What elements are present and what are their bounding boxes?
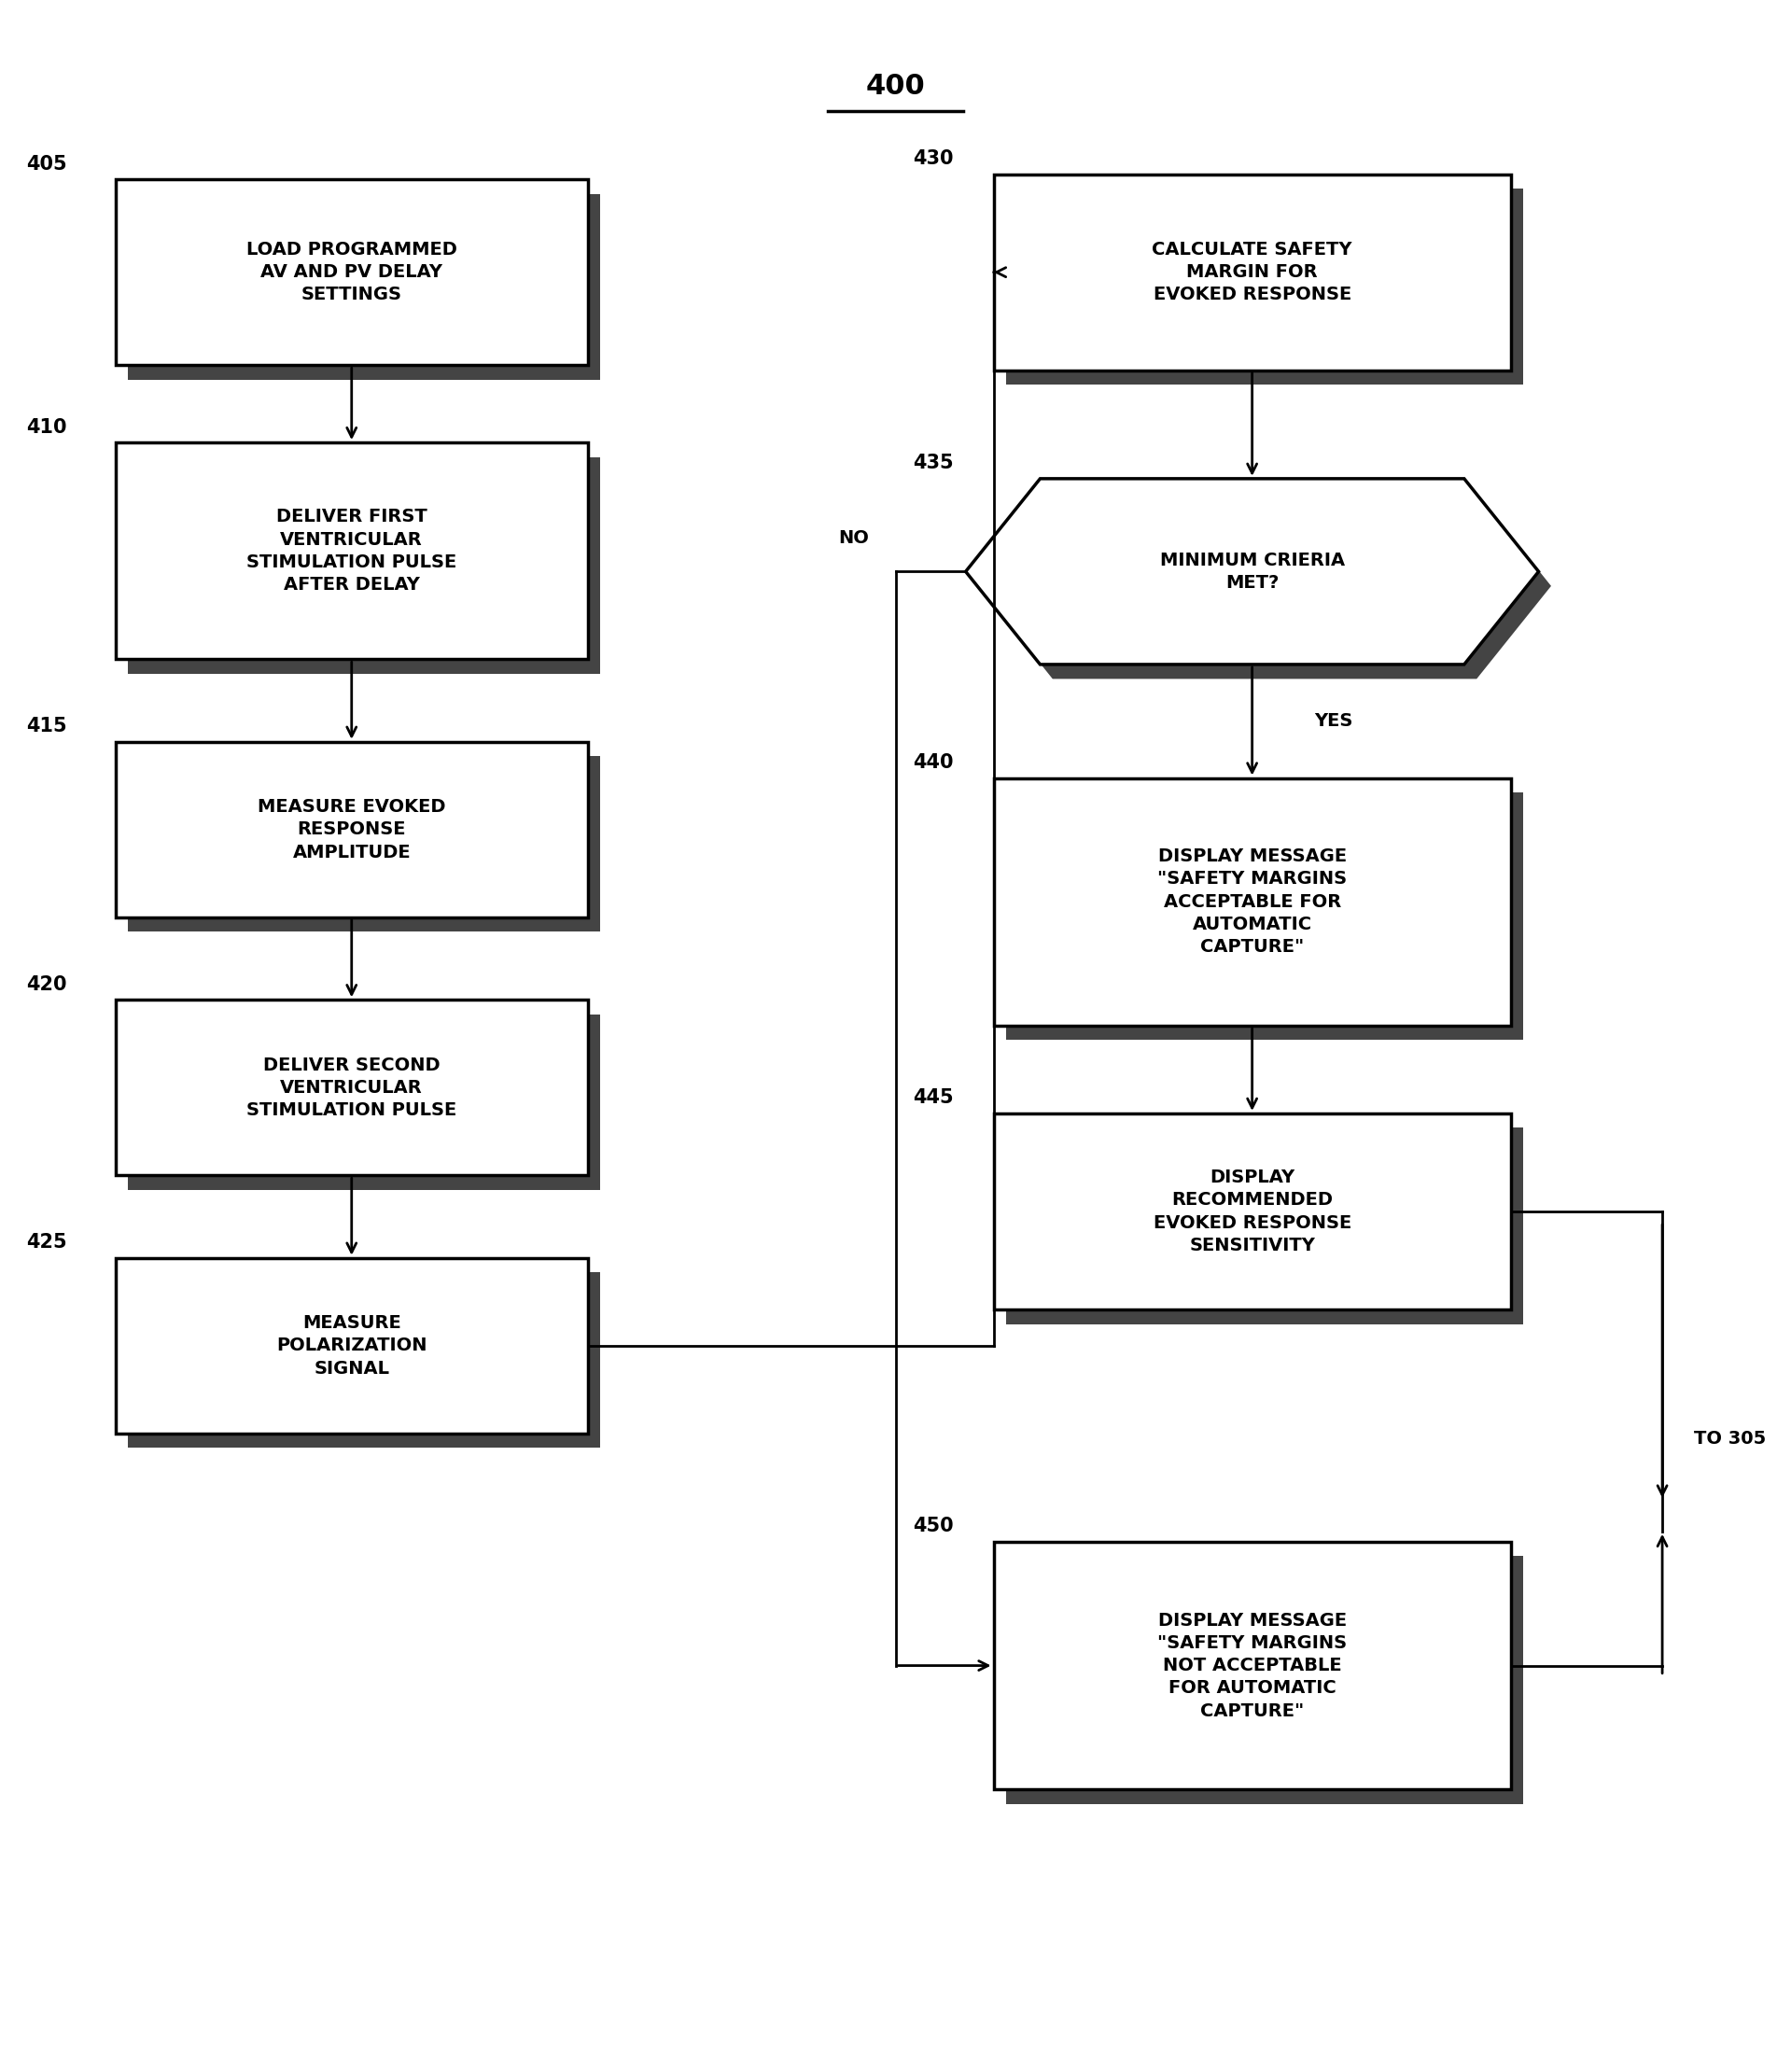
Text: 430: 430 [913, 149, 955, 168]
FancyBboxPatch shape [1007, 1556, 1522, 1805]
FancyBboxPatch shape [994, 174, 1512, 371]
Text: MEASURE
POLARIZATION
SIGNAL: MEASURE POLARIZATION SIGNAL [276, 1314, 426, 1378]
Text: 440: 440 [913, 752, 955, 771]
Text: 425: 425 [27, 1233, 66, 1251]
Polygon shape [965, 479, 1538, 665]
FancyBboxPatch shape [1007, 189, 1522, 385]
FancyBboxPatch shape [1007, 1127, 1522, 1324]
Polygon shape [978, 493, 1551, 680]
FancyBboxPatch shape [1007, 792, 1522, 1040]
Text: MINIMUM CRIERIA
MET?: MINIMUM CRIERIA MET? [1161, 551, 1345, 593]
Text: DISPLAY MESSAGE
"SAFETY MARGINS
NOT ACCEPTABLE
FOR AUTOMATIC
CAPTURE": DISPLAY MESSAGE "SAFETY MARGINS NOT ACCE… [1157, 1612, 1347, 1720]
Text: 405: 405 [27, 155, 66, 174]
Text: DELIVER FIRST
VENTRICULAR
STIMULATION PULSE
AFTER DELAY: DELIVER FIRST VENTRICULAR STIMULATION PU… [247, 508, 457, 595]
FancyBboxPatch shape [115, 1258, 587, 1434]
Text: 450: 450 [913, 1517, 955, 1535]
FancyBboxPatch shape [994, 777, 1512, 1026]
FancyBboxPatch shape [127, 756, 600, 932]
Text: DISPLAY
RECOMMENDED
EVOKED RESPONSE
SENSITIVITY: DISPLAY RECOMMENDED EVOKED RESPONSE SENS… [1153, 1169, 1350, 1254]
Text: 415: 415 [27, 717, 66, 736]
Text: 420: 420 [27, 976, 66, 995]
FancyBboxPatch shape [127, 1015, 600, 1189]
FancyBboxPatch shape [115, 443, 587, 659]
FancyBboxPatch shape [127, 458, 600, 673]
FancyBboxPatch shape [994, 1113, 1512, 1310]
Text: CALCULATE SAFETY
MARGIN FOR
EVOKED RESPONSE: CALCULATE SAFETY MARGIN FOR EVOKED RESPO… [1152, 240, 1352, 305]
FancyBboxPatch shape [127, 1272, 600, 1448]
Text: TO 305: TO 305 [1694, 1430, 1766, 1448]
Text: DISPLAY MESSAGE
"SAFETY MARGINS
ACCEPTABLE FOR
AUTOMATIC
CAPTURE": DISPLAY MESSAGE "SAFETY MARGINS ACCEPTAB… [1157, 847, 1347, 955]
Text: LOAD PROGRAMMED
AV AND PV DELAY
SETTINGS: LOAD PROGRAMMED AV AND PV DELAY SETTINGS [245, 240, 457, 305]
Text: 435: 435 [913, 454, 955, 472]
FancyBboxPatch shape [127, 195, 600, 379]
Text: MEASURE EVOKED
RESPONSE
AMPLITUDE: MEASURE EVOKED RESPONSE AMPLITUDE [258, 798, 446, 862]
Text: 445: 445 [913, 1088, 955, 1106]
FancyBboxPatch shape [115, 180, 587, 365]
FancyBboxPatch shape [994, 1542, 1512, 1790]
Text: YES: YES [1315, 713, 1354, 729]
FancyBboxPatch shape [115, 1001, 587, 1175]
Text: 410: 410 [27, 419, 66, 437]
Text: 400: 400 [865, 73, 926, 99]
Text: DELIVER SECOND
VENTRICULAR
STIMULATION PULSE: DELIVER SECOND VENTRICULAR STIMULATION P… [247, 1057, 457, 1119]
Text: NO: NO [838, 528, 869, 547]
FancyBboxPatch shape [115, 742, 587, 918]
